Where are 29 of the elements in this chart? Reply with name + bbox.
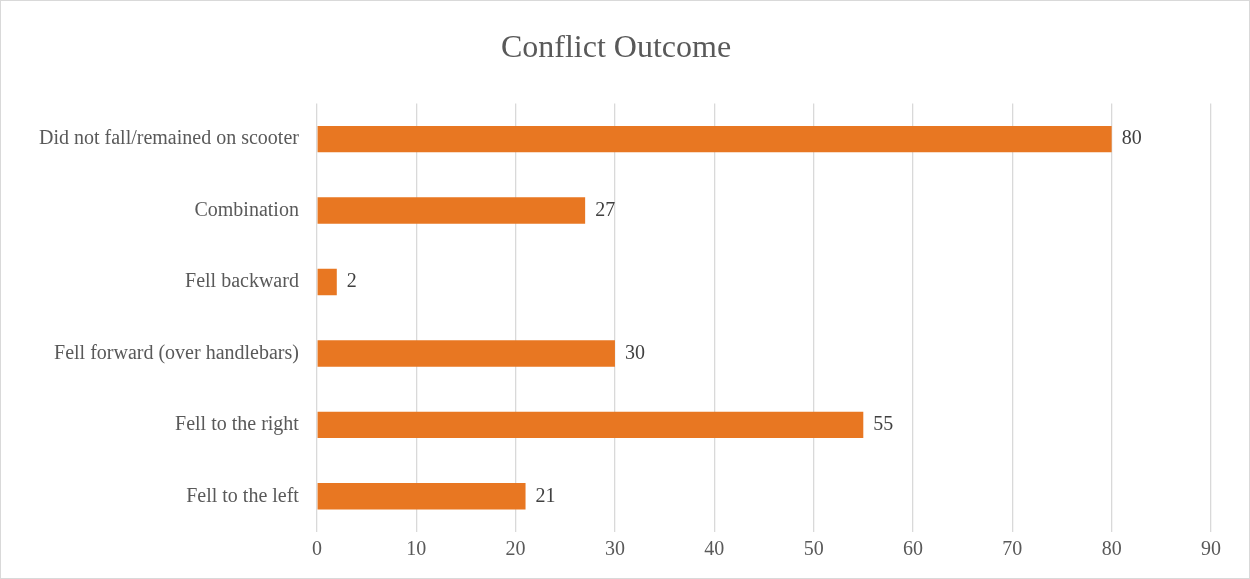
y-tick-label: Fell to the left (186, 483, 300, 506)
x-tick-label: 40 (704, 537, 725, 560)
data-label: 27 (595, 197, 616, 220)
data-label: 30 (624, 340, 645, 363)
y-tick-label: Did not fall/remained on scooter (39, 126, 300, 149)
x-tick-label: 70 (1002, 537, 1023, 560)
data-label: 2 (346, 269, 357, 292)
x-tick-label: 80 (1101, 537, 1122, 560)
data-label: 55 (873, 412, 894, 435)
bar (317, 268, 337, 296)
bar (317, 483, 526, 510)
bar (317, 411, 864, 439)
y-tick-label: Fell forward (over handlebars) (54, 340, 299, 364)
x-tick-label: 60 (902, 537, 923, 560)
bar (317, 125, 1112, 153)
x-tick-label: 90 (1201, 537, 1221, 560)
bar (317, 340, 615, 367)
y-tick-label: Combination (194, 197, 299, 220)
bar (317, 197, 586, 224)
chart-title: Conflict Outcome (500, 27, 732, 64)
y-tick-label: Fell backward (185, 269, 299, 292)
x-tick-label: 10 (406, 537, 427, 560)
x-tick-label: 50 (803, 537, 824, 560)
data-label: 80 (1121, 126, 1142, 149)
x-tick-label: 30 (604, 537, 625, 560)
x-tick-label: 20 (505, 537, 526, 560)
data-label: 21 (535, 483, 556, 506)
x-tick-label: 0 (311, 537, 322, 560)
y-tick-label: Fell to the right (175, 412, 300, 436)
